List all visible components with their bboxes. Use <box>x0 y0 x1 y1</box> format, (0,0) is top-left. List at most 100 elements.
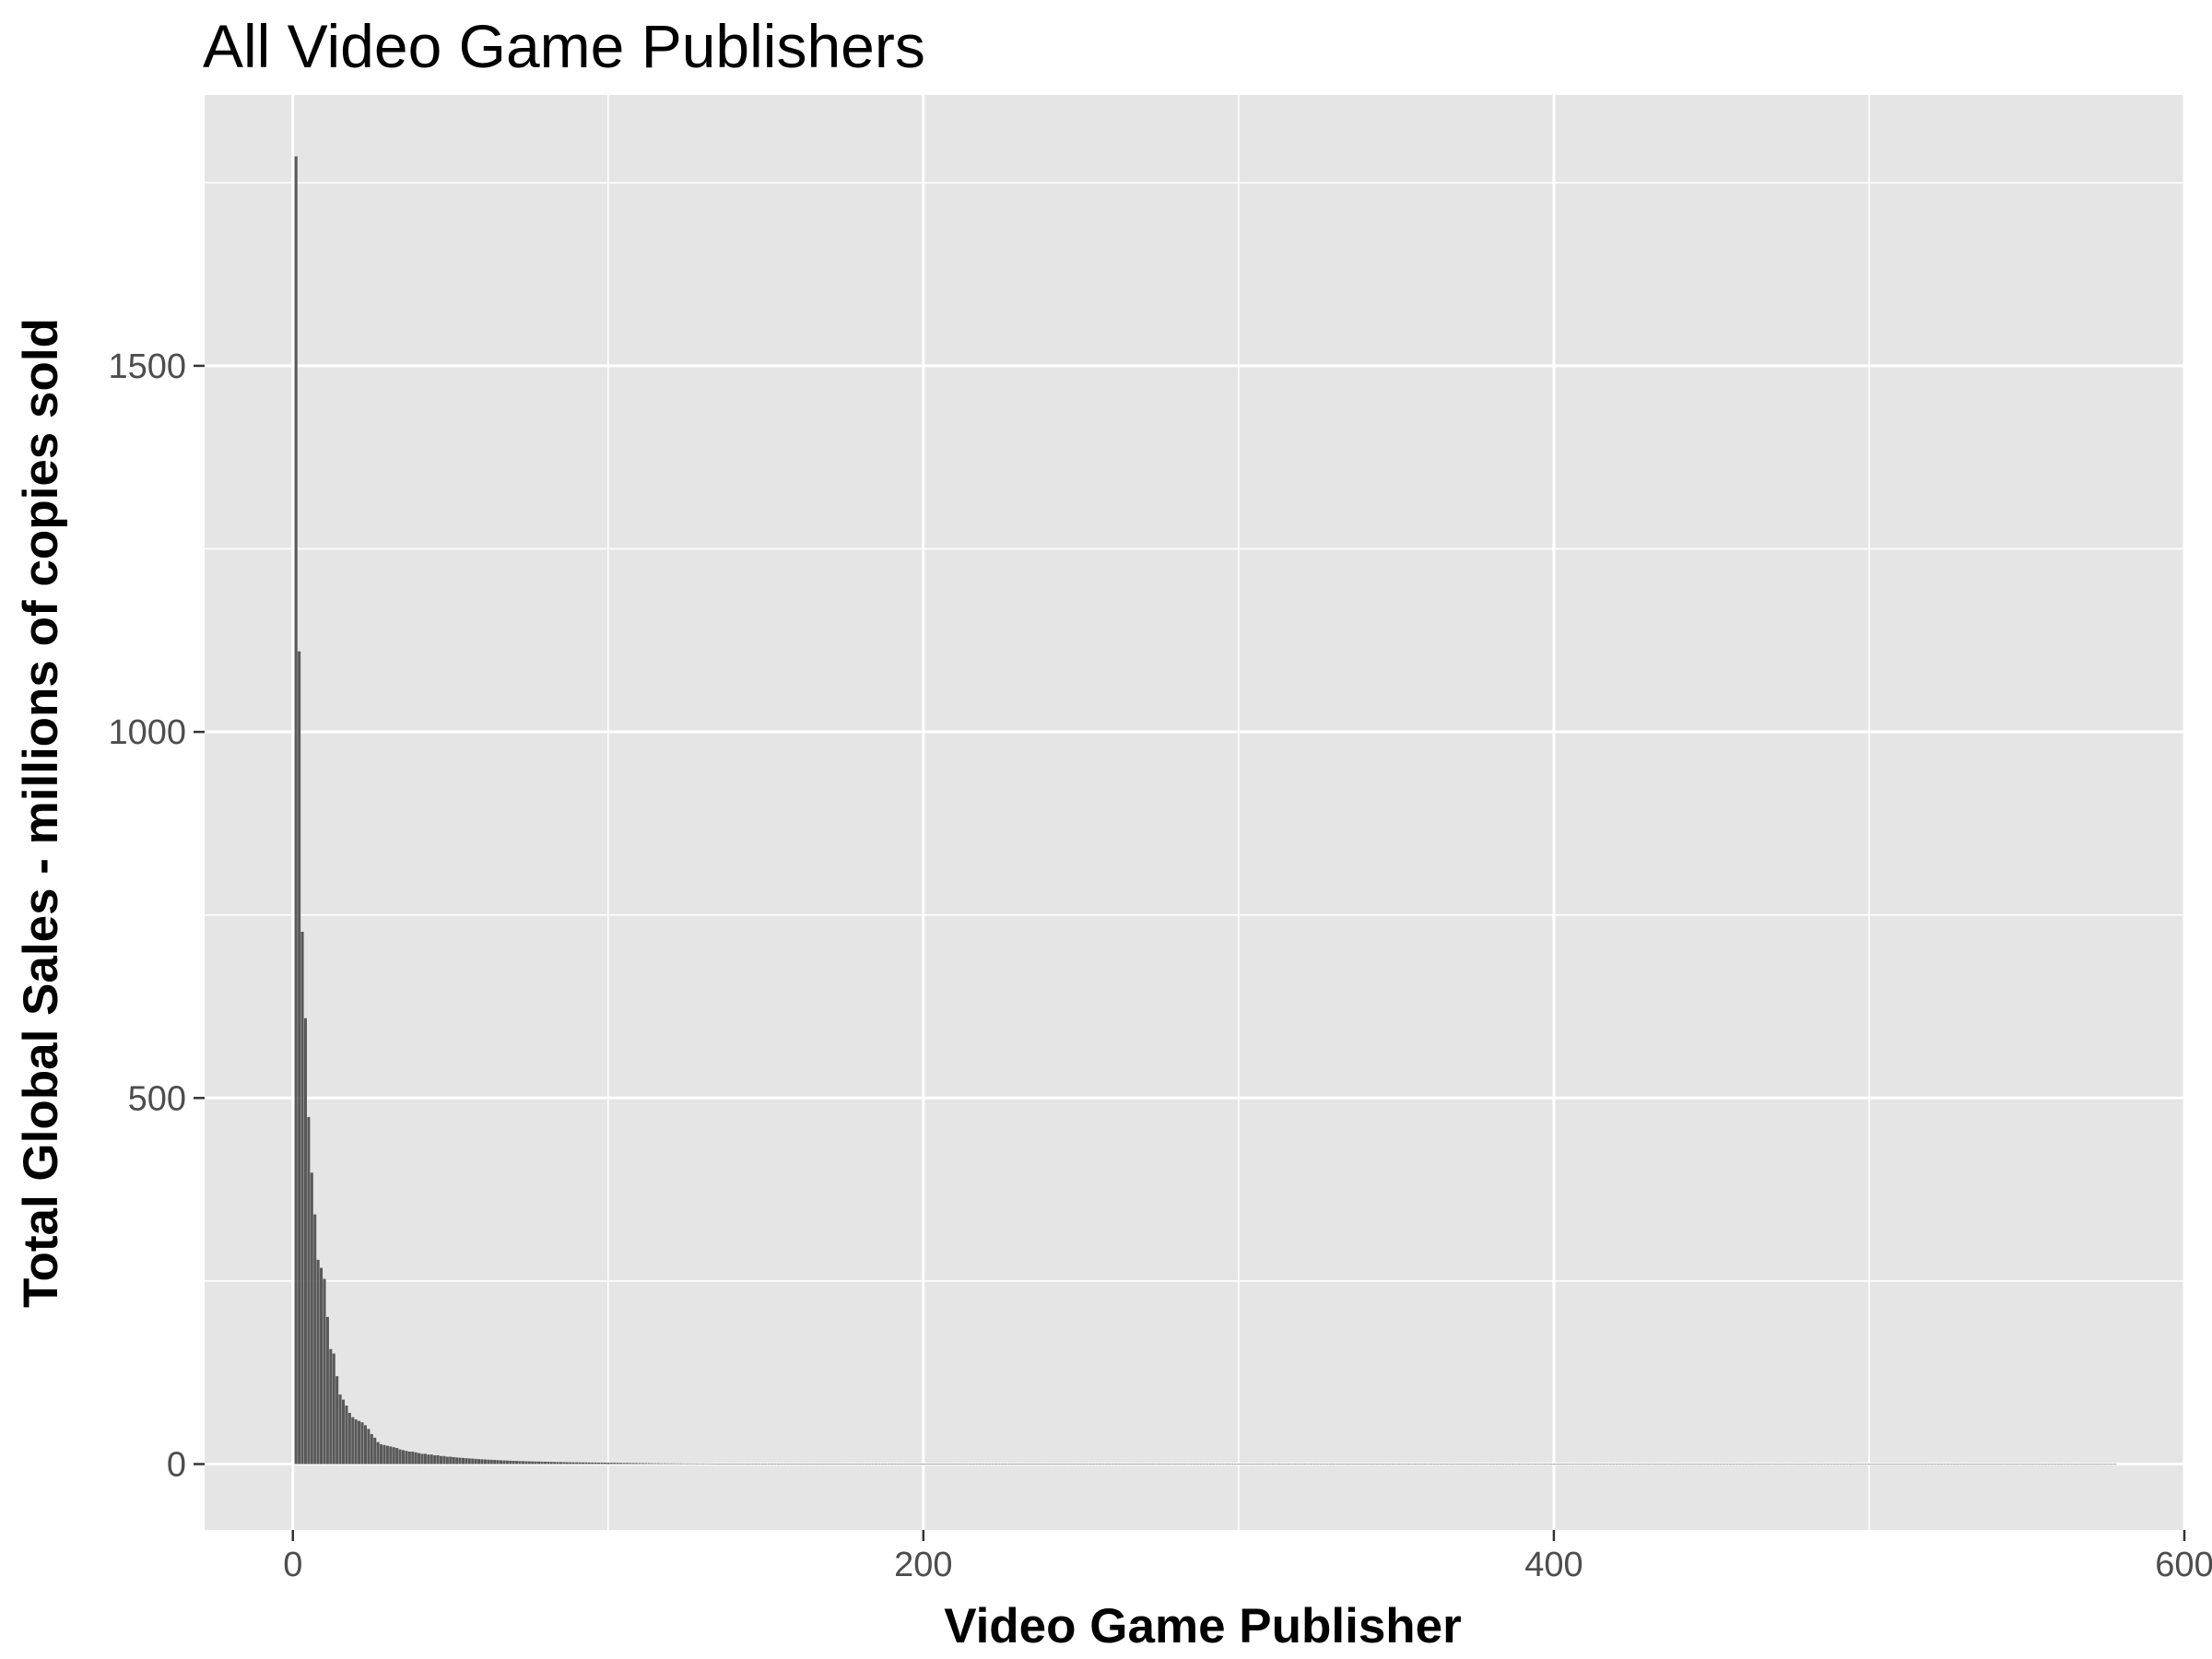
bar <box>367 1429 371 1465</box>
bar <box>1435 1464 1439 1465</box>
bar <box>1297 1464 1300 1465</box>
bar <box>1432 1464 1436 1465</box>
bar <box>1612 1464 1616 1465</box>
bar <box>918 1464 922 1465</box>
bar <box>738 1464 743 1465</box>
bar <box>1010 1464 1014 1465</box>
bar <box>2028 1464 2031 1465</box>
bar <box>2107 1464 2111 1465</box>
bar <box>474 1458 477 1465</box>
bar <box>1716 1464 1720 1465</box>
bar <box>549 1462 553 1465</box>
bar <box>1441 1464 1445 1465</box>
bar <box>622 1463 626 1465</box>
bar <box>1552 1464 1556 1465</box>
bar <box>1098 1464 1101 1465</box>
bar <box>392 1447 395 1465</box>
bar <box>1637 1464 1641 1465</box>
bar <box>373 1437 377 1465</box>
bar <box>887 1464 890 1465</box>
bar <box>1168 1464 1171 1465</box>
bar <box>2078 1464 2082 1465</box>
bar <box>1335 1464 1338 1465</box>
bar <box>1243 1464 1247 1465</box>
bar <box>1022 1464 1026 1465</box>
bar <box>758 1464 761 1465</box>
bar <box>1104 1464 1108 1465</box>
bar <box>1057 1464 1061 1465</box>
bar <box>972 1464 976 1465</box>
bar <box>1230 1464 1234 1465</box>
bar <box>1630 1464 1634 1465</box>
bar <box>1807 1464 1811 1465</box>
bar <box>1805 1464 1808 1465</box>
bar <box>2031 1464 2035 1465</box>
bar <box>1783 1464 1786 1465</box>
bar <box>1488 1464 1493 1465</box>
bar <box>1959 1464 1962 1465</box>
bar <box>427 1454 430 1465</box>
bar <box>811 1464 815 1465</box>
bar <box>1388 1464 1392 1465</box>
bar <box>1590 1464 1594 1465</box>
bar <box>2053 1464 2057 1465</box>
bar <box>1867 1464 1871 1465</box>
bar <box>423 1453 427 1465</box>
bar <box>347 1412 351 1465</box>
bar <box>1650 1464 1653 1465</box>
bar <box>802 1464 806 1465</box>
bar <box>1527 1464 1531 1465</box>
bar <box>871 1464 875 1465</box>
bar <box>1968 1464 1971 1465</box>
bar <box>455 1457 459 1465</box>
bar <box>1511 1464 1514 1465</box>
bar <box>1776 1464 1780 1465</box>
bar <box>1101 1464 1105 1465</box>
bar <box>449 1456 453 1465</box>
bar <box>1394 1464 1398 1465</box>
bar <box>1164 1464 1168 1465</box>
bar <box>890 1464 894 1465</box>
bar <box>742 1464 746 1465</box>
bar <box>1306 1464 1310 1465</box>
bar <box>1032 1464 1036 1465</box>
bar <box>1303 1464 1307 1465</box>
bar <box>2041 1464 2044 1465</box>
bar <box>1404 1464 1407 1465</box>
bar <box>483 1459 487 1465</box>
bar <box>1927 1464 1931 1465</box>
y-tick-label: 1000 <box>108 713 186 752</box>
bar <box>1190 1464 1194 1465</box>
bar <box>818 1464 821 1465</box>
bar <box>1741 1464 1745 1465</box>
bar <box>1397 1464 1401 1465</box>
bar <box>1987 1464 1991 1465</box>
bar <box>1413 1464 1417 1465</box>
bar <box>1678 1464 1682 1465</box>
bar <box>884 1464 888 1465</box>
bar <box>1817 1464 1820 1465</box>
bar <box>1641 1464 1644 1465</box>
bar <box>518 1461 522 1465</box>
bar <box>877 1464 881 1465</box>
bar <box>1750 1464 1754 1465</box>
bar <box>2094 1464 2098 1465</box>
bar <box>1319 1464 1323 1465</box>
bar <box>944 1464 947 1465</box>
bar <box>1501 1464 1505 1465</box>
bar <box>2110 1464 2113 1465</box>
bar <box>1921 1464 1924 1465</box>
bar <box>477 1459 481 1465</box>
bar <box>1322 1464 1325 1465</box>
bar <box>587 1462 591 1465</box>
bar <box>1735 1464 1738 1465</box>
bar <box>1517 1464 1521 1465</box>
bar <box>950 1464 954 1465</box>
bar <box>1401 1464 1405 1465</box>
bar <box>591 1462 594 1465</box>
bar <box>1325 1464 1329 1465</box>
bar <box>618 1463 623 1465</box>
bar <box>1826 1464 1830 1465</box>
bar <box>1064 1464 1067 1465</box>
bar <box>1445 1464 1449 1465</box>
